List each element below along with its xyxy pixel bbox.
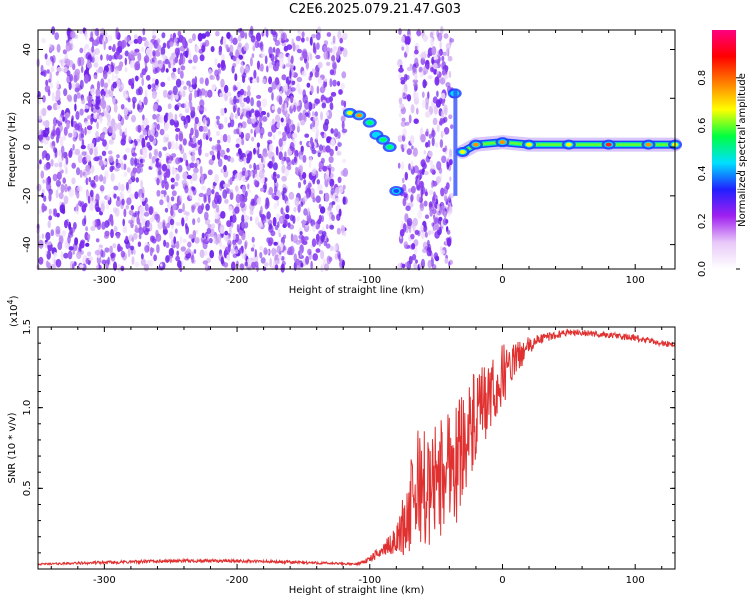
snr-frame (37, 326, 676, 570)
x-tick-label: -300 (93, 275, 116, 286)
colorbar-gradient (712, 30, 736, 269)
colorbar-tick-label: 0.8 (697, 70, 708, 86)
x-tick-label: -100 (358, 575, 381, 586)
y-tick-label: 40 (22, 43, 33, 56)
ridge-point (362, 117, 377, 128)
ridge-point (455, 146, 470, 157)
x-tick-label: 0 (499, 275, 505, 286)
y-axis-label: SNR (10 * v/v) (7, 412, 18, 483)
y-tick-label: 0.5 (22, 480, 33, 496)
ridge-point (495, 137, 510, 148)
x-tick-label: -100 (358, 275, 381, 286)
x-axis-label: Height of straight line (km) (289, 585, 425, 596)
colorbar-tick-label: 0.6 (697, 118, 708, 134)
ridge-point (389, 185, 404, 196)
ridge-point (468, 139, 483, 150)
x-tick-label: 100 (626, 575, 645, 586)
x-axis-label: Height of straight line (km) (289, 285, 425, 296)
colorbar-label: Normalized spectral amplitude (737, 73, 748, 227)
x-tick-label: -300 (93, 575, 116, 586)
ridge-point (641, 139, 656, 150)
colorbar-tick-label: 0.2 (697, 213, 708, 229)
snr-axes: -300 -200 -100 0 100 0.5 1.0 1.5 Height of strai… (6, 295, 676, 596)
x-tick-label: 100 (626, 275, 645, 286)
colorbar-tick-label: 0.4 (697, 165, 708, 181)
ridge-point (382, 142, 397, 153)
y-tick-label: 20 (22, 92, 33, 105)
y-tick-label: 1.0 (22, 400, 33, 416)
ridge-point (352, 110, 367, 121)
y-tick-label: -20 (22, 188, 33, 204)
snr-plot-area (37, 328, 676, 567)
page-title: C2E6.2025.079.21.47.G03 (288, 2, 462, 17)
snr-line (37, 328, 676, 567)
spectrogram-plot-area (36, 25, 682, 273)
y-axis-label: Frequency (Hz) (7, 112, 18, 188)
y-tick-label: 1.5 (22, 319, 33, 335)
vertical-streak (453, 88, 458, 196)
signal-ridge (342, 88, 682, 196)
ridge-point (522, 139, 537, 150)
colorbar: 0.0 0.2 0.4 0.6 0.8 Normalized spectral ampli… (697, 30, 748, 277)
y-multiplier-label: (x104) (6, 295, 20, 327)
y-tick-label: -40 (22, 236, 33, 252)
ridge-point (601, 139, 616, 150)
y-tick-label: 0 (22, 144, 33, 150)
spectrogram-frame (37, 29, 676, 270)
colorbar-tick-label: 0.0 (697, 261, 708, 277)
ridge-point (561, 139, 576, 150)
x-tick-label: 0 (499, 575, 505, 586)
x-tick-label: -200 (226, 575, 249, 586)
noise-speckle (36, 25, 455, 273)
x-tick-label: -200 (226, 275, 249, 286)
ridge-point (376, 134, 391, 145)
